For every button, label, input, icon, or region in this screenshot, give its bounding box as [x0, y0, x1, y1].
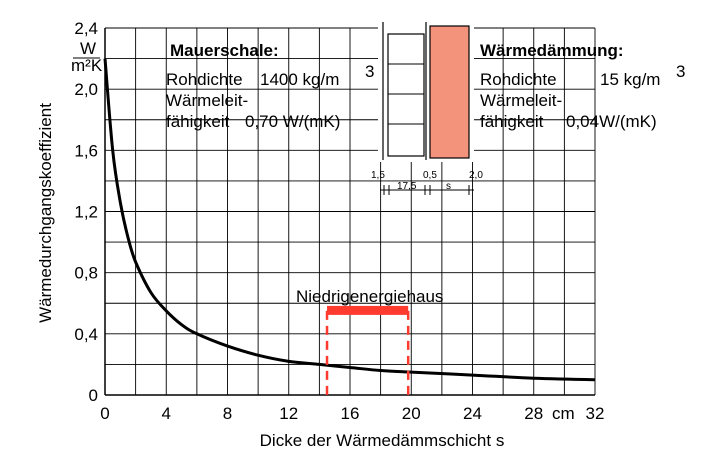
wall-section-diagram: 1,5 0,5 2,0 17,5 s: [371, 22, 483, 195]
y-tick-label: 2,0: [74, 80, 98, 99]
y-tick-label: 1,2: [74, 203, 98, 222]
waermedaemmung-rohdichte-label: Rohdichte: [480, 70, 557, 89]
mauerschale-rohdichte-label: Rohdichte: [166, 70, 243, 89]
waermedaemmung-title: Wärmedämmung:: [480, 41, 624, 60]
y-axis-label: Wärmedurchgangskoeffizient: [36, 103, 55, 323]
dim-label-plaster-inner: 2,0: [469, 170, 483, 181]
mauerschale-waermeleit: Wärmeleit-: [166, 91, 248, 110]
waermedaemmung-faehigkeit-label: fähigkeit: [480, 112, 544, 131]
waermedaemmung-waermeleit: Wärmeleit-: [480, 91, 562, 110]
x-tick-label: 24: [463, 404, 482, 423]
insulation-layer: [429, 25, 470, 159]
x-tick-label: 0: [100, 404, 109, 423]
x-tick-label: 4: [162, 404, 171, 423]
annotation-range-bar: [327, 305, 409, 315]
y-unit-numerator: W: [80, 39, 96, 58]
x-tick-label: 12: [279, 404, 298, 423]
x-tick-label: 8: [223, 404, 232, 423]
y-tick-label: 0,8: [74, 264, 98, 283]
tick-labels: 0 4 8 12 16 20 24 28 32 cm 0 0,4 0,8 1,2 1,6 2,0 2,4: [74, 19, 604, 423]
dim-label-plaster-outer: 1,5: [371, 170, 385, 181]
series-curve-group: [103, 58, 596, 382]
axes: [104, 28, 595, 396]
x-tick-label: 32: [586, 404, 605, 423]
y-tick-label: 1,6: [74, 141, 98, 160]
x-tick-label: 16: [341, 404, 360, 423]
x-tick-label: 20: [402, 404, 421, 423]
x-unit-label: cm: [552, 404, 575, 423]
x-tick-label: 28: [524, 404, 543, 423]
dim-label-insulation: s: [446, 181, 451, 192]
y-unit-denominator: m²K: [71, 56, 103, 75]
annotation-label: Niedrigenergiehaus: [296, 287, 443, 306]
mauerschale-rohdichte-sup: 3: [365, 62, 374, 81]
dim-label-brick: 17,5: [397, 181, 417, 192]
mauerschale-info: Mauerschale: Rohdichte 1400 kg/m 3 Wärme…: [166, 41, 374, 131]
brick-wall: [387, 33, 425, 157]
waermedaemmung-rohdichte-value: 15 kg/m: [600, 70, 660, 89]
waermedaemmung-info: Wärmedämmung: Rohdichte 15 kg/m 3 Wärmel…: [480, 41, 685, 131]
dim-label-gap: 0,5: [423, 170, 437, 181]
mauerschale-faehigkeit-value: 0,70 W/(mK): [245, 112, 340, 131]
y-tick-label: 0: [89, 386, 98, 405]
waermedaemmung-faehigkeit-value: 0,04W/(mK): [566, 112, 657, 131]
niedrigenergiehaus-annotation: Niedrigenergiehaus: [296, 287, 443, 395]
series-line: [103, 58, 596, 382]
y-tick-label: 0,4: [74, 325, 98, 344]
mauerschale-faehigkeit-label: fähigkeit: [166, 112, 230, 131]
mauerschale-title: Mauerschale:: [170, 41, 279, 60]
x-axis-label: Dicke der Wärmedämmschicht s: [260, 431, 505, 450]
waermedaemmung-rohdichte-sup: 3: [676, 62, 685, 81]
y-tick-label: 2,4: [74, 19, 98, 38]
mauerschale-rohdichte-value: 1400 kg/m: [260, 70, 339, 89]
y-unit: W m²K: [71, 39, 103, 75]
